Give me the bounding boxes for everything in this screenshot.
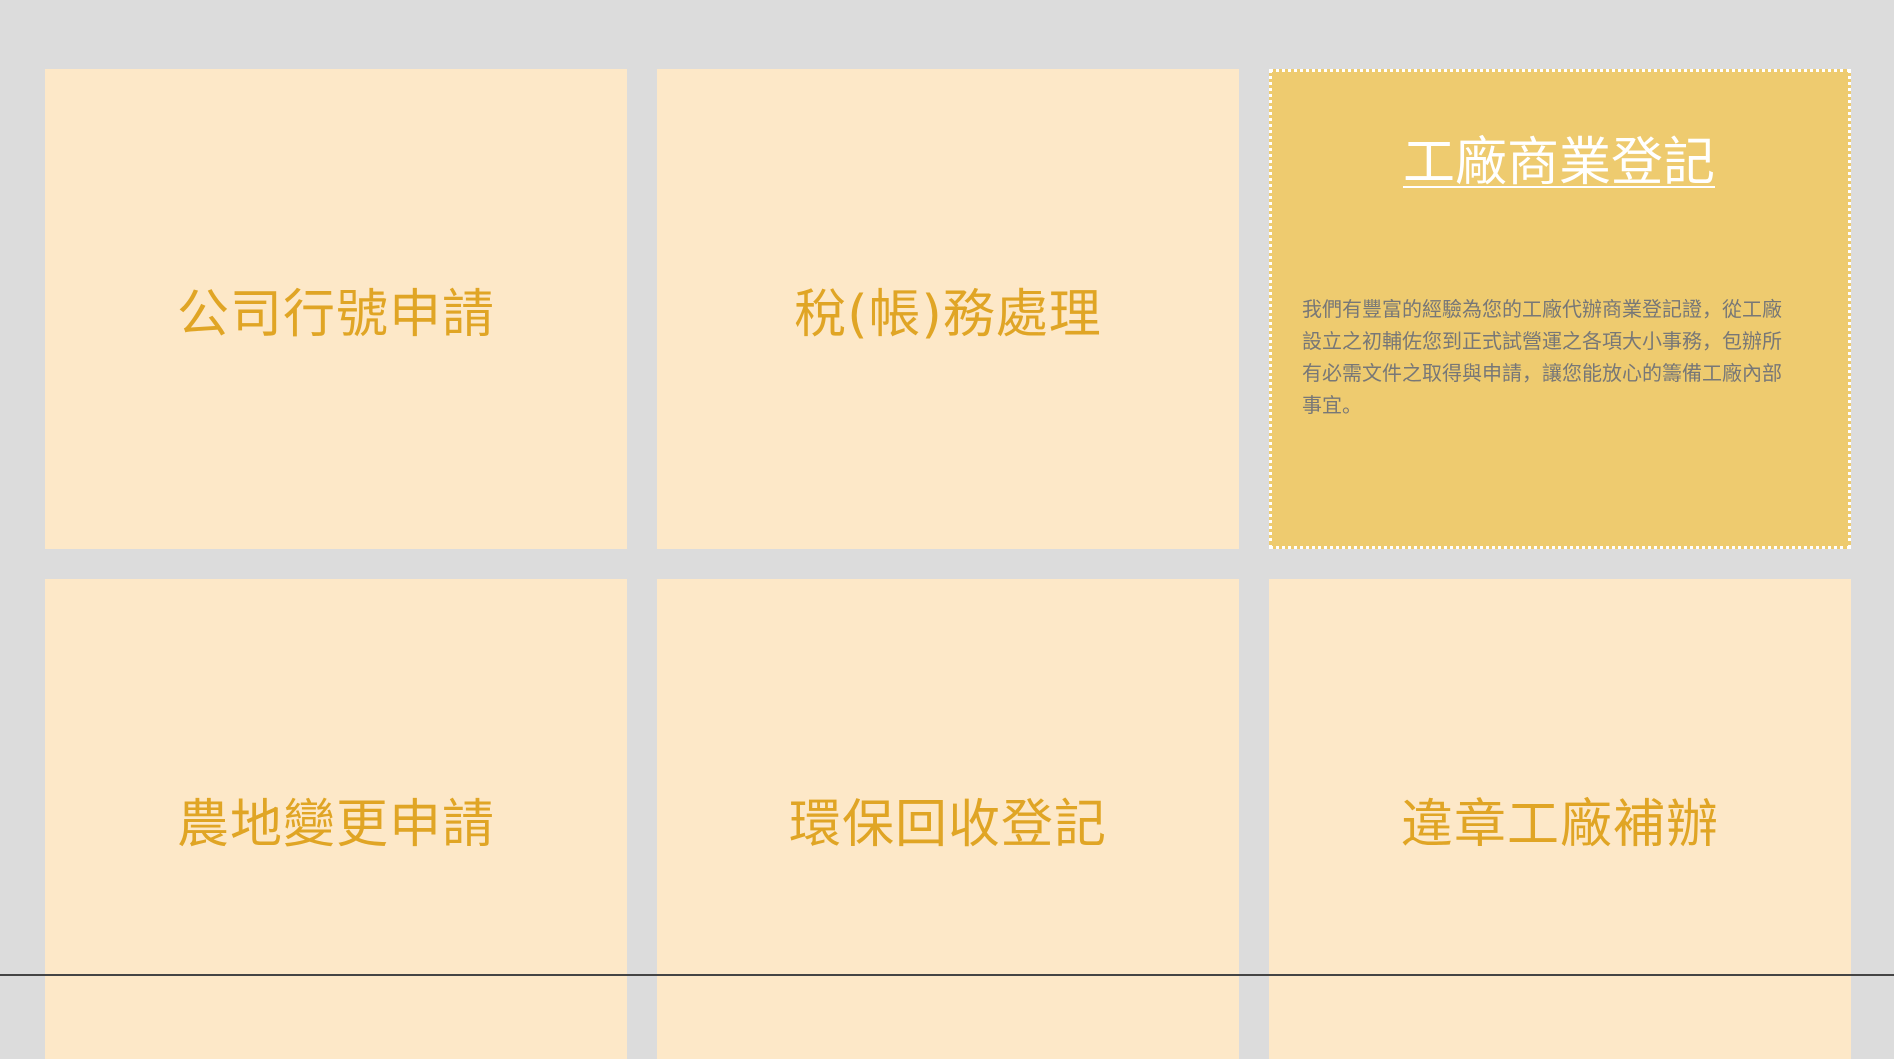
service-card-title-link[interactable]: 工廠商業登記: [1402, 133, 1715, 193]
service-card-illegal-factory[interactable]: 違章工廠補辦: [1269, 579, 1851, 1059]
service-card-factory-registration[interactable]: 工廠商業登記 我們有豐富的經驗為您的工廠代辦商業登記證，從工廠設立之初輔佐您到正…: [1269, 69, 1851, 549]
service-card-tax-accounting[interactable]: 稅(帳)務處理: [657, 69, 1239, 549]
service-card-recycling-registration[interactable]: 環保回收登記: [657, 579, 1239, 1059]
service-card-label: 違章工廠補辦: [1400, 794, 1719, 855]
service-card-label: 稅(帳)務處理: [794, 284, 1102, 345]
service-card-description: 我們有豐富的經驗為您的工廠代辦商業登記證，從工廠設立之初輔佐您到正式試營運之各項…: [1302, 297, 1782, 417]
services-grid: 公司行號申請 稅(帳)務處理 工廠商業登記 我們有豐富的經驗為您的工廠代辦商業登…: [45, 69, 1851, 1059]
service-card-farmland-change[interactable]: 農地變更申請: [45, 579, 627, 1059]
service-card-label: 環保回收登記: [788, 794, 1107, 855]
service-card-company-registration[interactable]: 公司行號申請: [45, 69, 627, 549]
bottom-divider: [0, 974, 1894, 976]
service-card-label: 農地變更申請: [176, 794, 495, 855]
service-card-label: 公司行號申請: [176, 284, 495, 345]
